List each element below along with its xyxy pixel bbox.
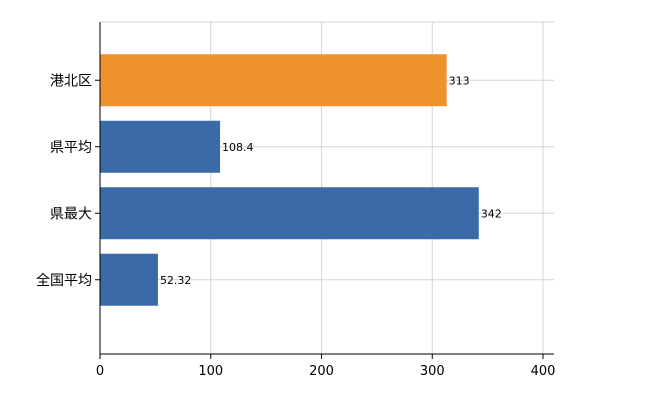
category-label: 県平均	[50, 140, 92, 156]
data-label: 52.32	[160, 274, 192, 287]
x-tick-label: 0	[96, 364, 104, 379]
data-label: 108.4	[222, 141, 254, 154]
ticks	[95, 79, 544, 359]
bar-1	[100, 54, 447, 107]
data-label: 342	[481, 207, 502, 220]
x-tick-label: 400	[531, 364, 556, 379]
data-label: 313	[449, 74, 470, 87]
x-tick-label: 300	[420, 364, 445, 379]
x-tick-label: 100	[198, 364, 223, 379]
category-label: 県最大	[50, 206, 92, 222]
bar-2	[100, 120, 221, 173]
bar-4	[100, 253, 158, 306]
category-label: 港北区	[50, 73, 92, 89]
category-label: 全国平均	[36, 272, 92, 289]
bar-3	[100, 187, 479, 240]
bars	[100, 54, 479, 306]
x-tick-label: 200	[309, 364, 334, 379]
axes	[99, 22, 554, 355]
labels: 0 100 200 300 400 港北区 313 県平均 108.4 県最大 342 全国平均 52.…	[36, 73, 555, 379]
